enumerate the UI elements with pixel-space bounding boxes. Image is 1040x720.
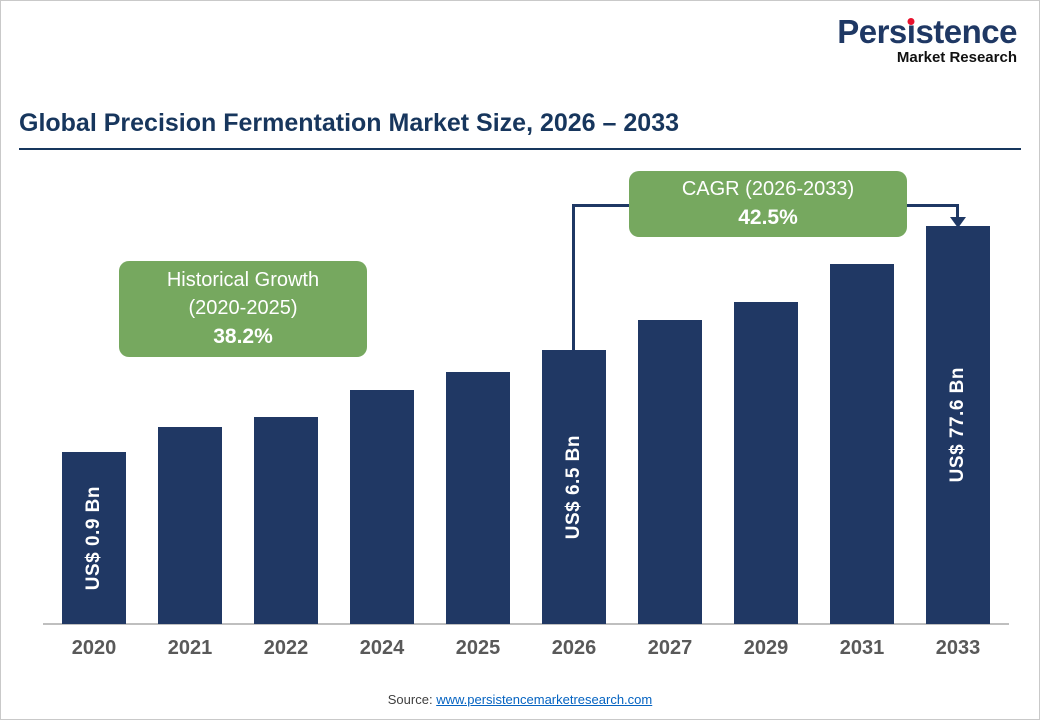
x-axis-label-2029: 2029 xyxy=(743,637,789,659)
cagr-connector-horizontal-left xyxy=(572,204,629,207)
x-axis-label-2031: 2031 xyxy=(839,637,885,659)
logo-letter-i: ı xyxy=(906,13,916,50)
cagr-callout: CAGR (2026-2033) 42.5% xyxy=(629,171,907,237)
title-underline xyxy=(19,148,1021,150)
x-axis-label-2027: 2027 xyxy=(647,637,693,659)
historical-callout-line2: (2020-2025) xyxy=(188,297,298,320)
source-line: Source: www.persistencemarketresearch.co… xyxy=(1,692,1039,707)
bar-2022 xyxy=(254,417,318,624)
cagr-callout-line1: CAGR (2026-2033) xyxy=(681,177,855,200)
bar-2021 xyxy=(158,427,222,624)
bar-2020: US$ 0.9 Bn xyxy=(62,452,126,624)
historical-callout-line1: Historical Growth xyxy=(166,268,320,291)
bar-value-label-2033: US$ 77.6 Bn xyxy=(947,367,968,483)
x-axis-label-2024: 2024 xyxy=(359,637,405,659)
bar-2024 xyxy=(350,390,414,624)
x-axis-label-2020: 2020 xyxy=(71,637,117,659)
bar-value-label-2020: US$ 0.9 Bn xyxy=(83,485,104,591)
x-axis-label-2033: 2033 xyxy=(935,637,981,659)
bar-2029 xyxy=(734,302,798,624)
source-label: Source: xyxy=(387,692,433,707)
cagr-connector-vertical-right xyxy=(956,204,959,218)
cagr-connector-vertical-left xyxy=(572,205,575,352)
logo-text-end: stence xyxy=(915,13,1017,50)
historical-growth-callout: Historical Growth (2020-2025) 38.2% xyxy=(119,261,367,357)
bar-2031 xyxy=(830,264,894,624)
x-axis-label-2025: 2025 xyxy=(455,637,501,659)
x-axis-label-2021: 2021 xyxy=(167,637,213,659)
logo-letter-i-glyph: ı xyxy=(906,13,916,50)
cagr-connector-horizontal-right xyxy=(907,204,959,207)
cagr-callout-value: 42.5% xyxy=(738,206,798,230)
bar-2033: US$ 77.6 Bn xyxy=(926,226,990,624)
x-axis-label-2026: 2026 xyxy=(551,637,597,659)
brand-logo: Pers ıstence Market Research xyxy=(837,13,1017,66)
brand-logo-wordmark: Pers ıstence xyxy=(837,13,1017,50)
source-link[interactable]: www.persistencemarketresearch.com xyxy=(436,692,653,707)
logo-red-dot-icon xyxy=(907,18,915,25)
x-axis-label-2022: 2022 xyxy=(263,637,309,659)
brand-logo-subtitle: Market Research xyxy=(896,48,1017,66)
bar-value-label-2026: US$ 6.5 Bn xyxy=(563,434,584,540)
historical-callout-value: 38.2% xyxy=(213,325,273,349)
cagr-arrow-down-icon xyxy=(950,217,966,228)
logo-text-start: Pers xyxy=(837,13,907,50)
x-axis-line xyxy=(43,623,1009,625)
bar-2026: US$ 6.5 Bn xyxy=(542,350,606,624)
bar-2027 xyxy=(638,320,702,624)
bar-2025 xyxy=(446,372,510,624)
chart-title: Global Precision Fermentation Market Siz… xyxy=(19,109,679,137)
